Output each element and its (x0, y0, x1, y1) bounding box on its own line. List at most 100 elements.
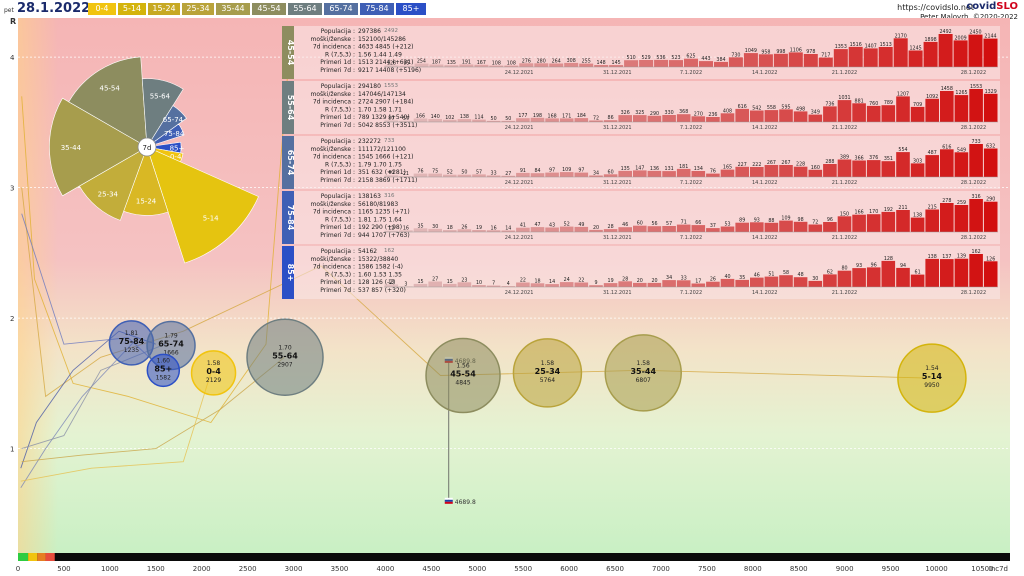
panel-bar (384, 120, 399, 122)
panel-bar (750, 277, 764, 287)
panel-bar (728, 57, 743, 67)
panel-bar (504, 65, 519, 67)
panel-bar-value: 30 (432, 224, 438, 230)
rose-wedge-shape (146, 123, 185, 148)
panel-group-label: 75-84 (286, 205, 295, 231)
age-button-45-54[interactable]: 45-54 (252, 3, 286, 15)
panel-bar-value: 57 (476, 169, 482, 175)
rose-wedge-45-54: 45-54 (68, 56, 148, 148)
panel-bar (954, 205, 969, 232)
panel-date-label: 14.1.2022 (752, 180, 777, 186)
panel-bar-value: 254 (417, 59, 426, 65)
panel-bar-value: 34 (666, 275, 672, 281)
panel-bar-value: 1049 (745, 48, 757, 54)
stat-value: 5042 8553 (+3511) (358, 122, 417, 129)
panel-bar (910, 274, 925, 287)
panel-bar-value: 71 (681, 220, 687, 226)
panel-date-label: 21.1.2022 (832, 125, 857, 131)
panel-bar (428, 281, 442, 287)
stat-label: R (7,5,3) : (325, 216, 355, 223)
y-tick-label: 1 (10, 446, 14, 454)
bubble-incidence-value: 2129 (206, 377, 221, 384)
panel-bar (633, 115, 647, 122)
panel-bar (574, 172, 589, 177)
panel-bar-value: 1553 (970, 84, 982, 90)
panel-bar (720, 113, 735, 122)
panel-bar-value: 523 (671, 55, 680, 61)
age-button-5-14[interactable]: 5-14 (118, 3, 146, 15)
panel-tab (282, 136, 294, 189)
panel-bar (923, 41, 938, 67)
age-button-65-74[interactable]: 65-74 (324, 3, 358, 15)
panel-bar (501, 286, 516, 287)
stat-label: R (7,5,3) : (325, 271, 355, 278)
panel-bar-value: 19 (608, 278, 614, 284)
stat-label: 7d incidenca : (313, 209, 355, 216)
age-button-15-24[interactable]: 15-24 (148, 3, 180, 15)
panel-bar-value: 325 (635, 110, 644, 116)
stat-label: Populacija : (321, 248, 355, 255)
bubble-r-value: 1.81 (125, 330, 139, 337)
panel-bar (823, 274, 837, 287)
age-button-25-34[interactable]: 25-34 (182, 3, 214, 15)
age-button-75-84[interactable]: 75-84 (360, 3, 394, 15)
panel-bar (472, 174, 486, 177)
age-button-35-44[interactable]: 35-44 (216, 3, 250, 15)
site-url[interactable]: https://covidslo.net (897, 3, 974, 12)
stat-label: R (7,5,3) : (325, 51, 355, 58)
panel-date-label: 31.12.2021 (603, 235, 632, 241)
x-tick-label: 1500 (147, 565, 165, 573)
bubble-circle (604, 334, 682, 412)
panel-bar (779, 165, 793, 177)
panel-bar (684, 58, 698, 67)
panel-bar-value: 181 (679, 164, 688, 170)
stat-label: Primeri 7d : (320, 287, 355, 294)
date-title: 28.1.2022 (17, 1, 91, 16)
panel-bar (803, 54, 818, 67)
panel-bar-value: 57 (666, 221, 672, 227)
stat-label: Primeri 1d : (320, 224, 355, 231)
panel-bar (443, 283, 457, 287)
panel-bar-value: 166 (855, 210, 864, 216)
panel-bar-value: 61 (915, 270, 921, 276)
rose-wedge-shape (49, 97, 148, 197)
panel-bar (969, 254, 983, 287)
panel-bar-value: 60 (637, 221, 643, 227)
panel-bar (486, 120, 501, 122)
y-tick-label: 2 (10, 315, 14, 323)
bubble-circle (425, 337, 501, 414)
age-button-85plus[interactable]: 85+ (396, 3, 426, 15)
panel-bar (968, 34, 983, 67)
panel-date-label: 14.1.2022 (752, 125, 777, 131)
threshold-band (37, 553, 46, 561)
panel-bar-value: 278 (942, 198, 951, 204)
panel-bar-value: 16 (403, 225, 409, 231)
stat-value: 351 632 (+281) (358, 169, 406, 176)
panel-bar-value: 326 (621, 110, 630, 116)
age-button-0-4[interactable]: 0-4 (88, 3, 116, 15)
panel-bar-value: 166 (416, 114, 425, 120)
plot-left-glow (18, 18, 58, 553)
panel-bar-value: 95 (403, 61, 409, 67)
panel-bar (545, 284, 559, 287)
panel-bar (750, 167, 764, 177)
panel-bar (574, 118, 589, 122)
panel-bar-value: 389 (840, 155, 849, 161)
panel-bar-value: 13 (388, 279, 394, 285)
panel-bar (793, 221, 808, 232)
stat-label: moški/ženske : (311, 36, 355, 43)
panel-bar-value: 26 (461, 224, 467, 230)
panel-bar-value: 4 (507, 281, 510, 287)
age-button-55-64[interactable]: 55-64 (288, 3, 322, 15)
panel-bar-value: 40 (388, 170, 394, 176)
panel-bar-value: 187 (432, 60, 441, 66)
panel-bar (589, 285, 603, 287)
panel-bar (428, 228, 442, 232)
bubble-incidence-value: 5764 (540, 377, 555, 384)
panel-bar (662, 171, 676, 177)
stat-label: Primeri 1d : (320, 114, 355, 121)
panel-bar-value: 18 (447, 225, 453, 231)
panel-bar (662, 115, 676, 122)
